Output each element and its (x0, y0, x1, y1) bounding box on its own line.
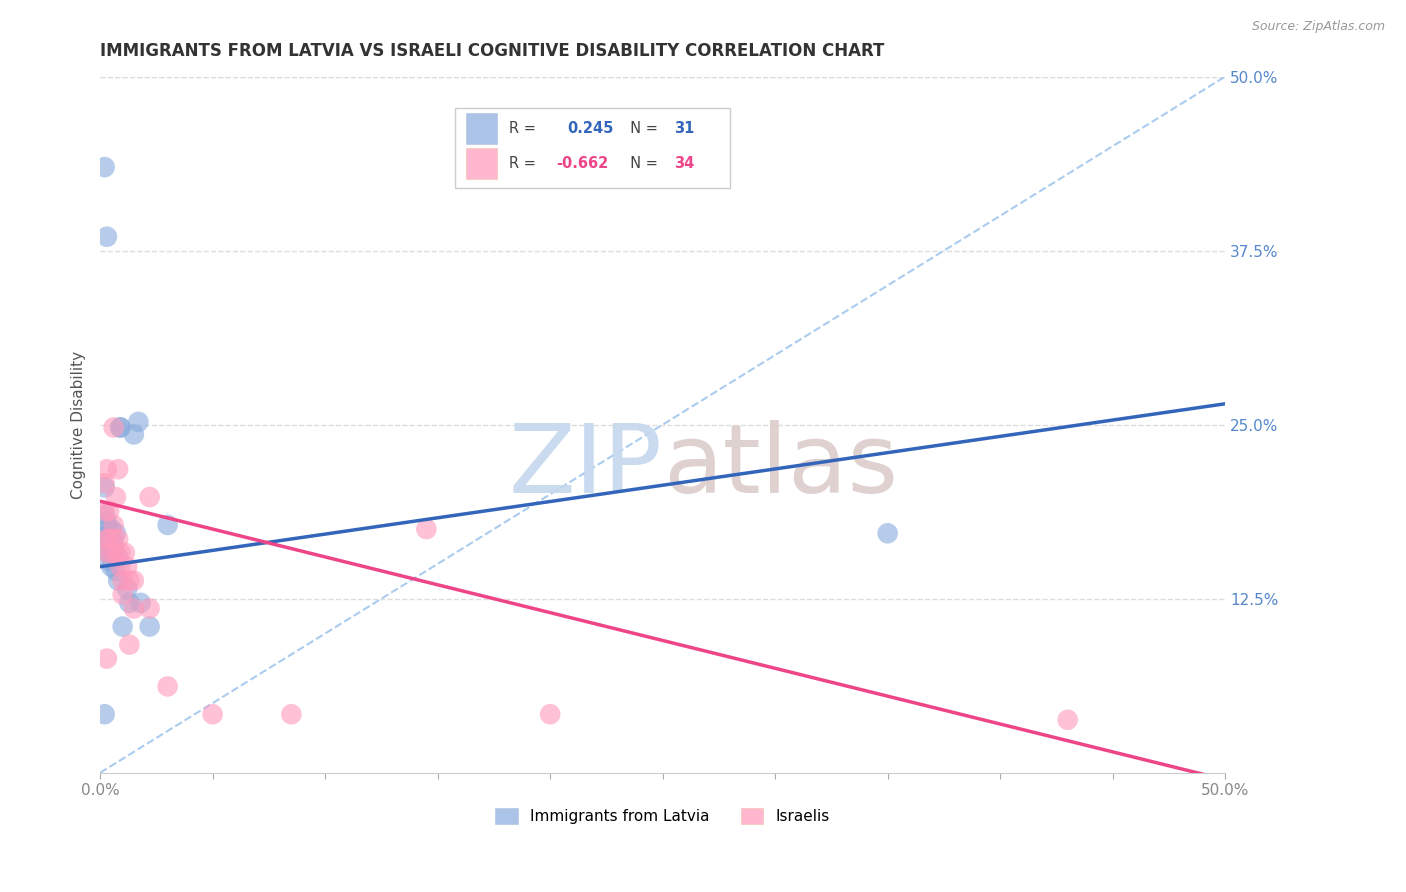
Point (104, 564, 127, 578)
Point (118, 596, 141, 610)
Point (115, 559, 138, 574)
Point (96, 515, 118, 529)
Point (103, 517, 125, 532)
Point (93, 504, 115, 518)
Text: R =: R = (509, 121, 544, 136)
Point (876, 526, 898, 541)
Point (96, 529, 118, 543)
Point (138, 601, 160, 615)
Point (156, 517, 179, 532)
Text: 0.245: 0.245 (567, 121, 613, 136)
Point (103, 532, 125, 546)
Point (93, 480, 115, 494)
Point (201, 707, 224, 722)
Text: R =: R = (509, 156, 540, 171)
Point (129, 596, 152, 610)
Point (96, 532, 118, 546)
Point (156, 680, 179, 694)
Text: -0.662: -0.662 (555, 156, 607, 171)
Point (122, 427, 145, 442)
Point (280, 707, 302, 722)
FancyBboxPatch shape (454, 108, 730, 188)
Point (114, 546, 136, 560)
Point (98, 554, 121, 568)
Point (100, 522, 122, 536)
Text: Source: ZipAtlas.com: Source: ZipAtlas.com (1251, 20, 1385, 33)
Point (98, 546, 121, 560)
Point (100, 559, 122, 574)
Y-axis label: Cognitive Disability: Cognitive Disability (72, 351, 86, 499)
Point (138, 619, 160, 633)
Point (110, 420, 132, 434)
Point (96, 462, 118, 476)
Point (1056, 713, 1078, 727)
Point (107, 532, 129, 546)
Point (100, 546, 122, 560)
Point (96, 522, 118, 536)
FancyBboxPatch shape (465, 148, 498, 179)
Point (107, 574, 129, 588)
Point (111, 574, 134, 588)
Text: atlas: atlas (662, 420, 898, 513)
Text: N =: N = (621, 156, 662, 171)
Text: 31: 31 (673, 121, 695, 136)
Point (107, 462, 129, 476)
Point (103, 546, 125, 560)
Point (110, 559, 132, 574)
Point (93, 160, 115, 174)
Point (103, 420, 125, 434)
Point (93, 476, 115, 491)
Point (96, 229, 118, 244)
Point (93, 508, 115, 523)
Point (127, 415, 149, 429)
Point (104, 490, 127, 504)
Point (96, 546, 118, 560)
Point (538, 707, 561, 722)
Point (104, 546, 127, 560)
Point (118, 574, 141, 588)
Text: 34: 34 (673, 156, 695, 171)
Point (107, 549, 129, 564)
Legend: Immigrants from Latvia, Israelis: Immigrants from Latvia, Israelis (495, 808, 830, 824)
Point (415, 522, 437, 536)
Point (122, 601, 145, 615)
Point (98, 532, 121, 546)
Point (103, 536, 125, 550)
Point (111, 588, 134, 602)
Point (138, 490, 160, 504)
Text: ZIP: ZIP (509, 420, 662, 513)
Point (100, 546, 122, 560)
Point (118, 638, 141, 652)
Point (104, 526, 127, 541)
Point (98, 504, 121, 518)
Point (96, 651, 118, 665)
Point (98, 536, 121, 550)
Text: N =: N = (621, 121, 662, 136)
Point (111, 619, 134, 633)
FancyBboxPatch shape (465, 113, 498, 145)
Point (122, 574, 145, 588)
Point (110, 420, 132, 434)
Point (115, 582, 138, 596)
Text: IMMIGRANTS FROM LATVIA VS ISRAELI COGNITIVE DISABILITY CORRELATION CHART: IMMIGRANTS FROM LATVIA VS ISRAELI COGNIT… (100, 42, 884, 60)
Point (110, 546, 132, 560)
Point (93, 707, 115, 722)
